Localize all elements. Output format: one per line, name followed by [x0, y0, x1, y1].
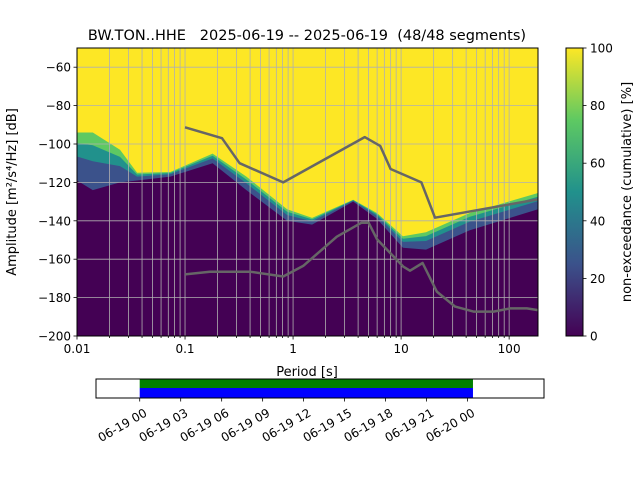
y-tick-label: −120 [38, 176, 71, 190]
x-axis-ticks: 0.01 0.1 1 10 100 [64, 336, 521, 356]
x-tick-label: 1 [289, 342, 297, 356]
colorbar-tick-label: 0 [590, 330, 598, 344]
colorbar-tick-label: 80 [590, 99, 605, 113]
plot-frame [76, 47, 539, 337]
grid-lines [77, 48, 538, 336]
noise-models [184, 126, 538, 313]
pdf-level-0 [77, 163, 538, 336]
timeline-coverage [139, 379, 473, 398]
coverage-bar-used [139, 388, 473, 398]
y-tick-label: −100 [38, 138, 71, 152]
y-tick-label: −60 [46, 61, 71, 75]
y-tick-label: −200 [38, 330, 71, 344]
y-tick-label: −80 [46, 99, 71, 113]
y-tick-label: −140 [38, 214, 71, 228]
pdf-heatmap [77, 48, 538, 336]
noise-model-nlnm [184, 221, 538, 313]
y-tick-label: −160 [38, 253, 71, 267]
x-tick-label: 0.01 [64, 342, 91, 356]
chart-title: BW.TON..HHE 2025-06-19 -- 2025-06-19 (48… [88, 28, 526, 44]
x-tick-label: 100 [498, 342, 521, 356]
x-tick-label: 0.1 [175, 342, 194, 356]
colorbar-label: non-exceedance (cumulative) [%] [620, 82, 635, 302]
x-tick-label: 10 [393, 342, 408, 356]
y-tick-label: −180 [38, 291, 71, 305]
colorbar-tick-label: 20 [590, 272, 605, 286]
y-axis-ticks: −60 −80 −100 −120 −140 −160 −180 −200 [38, 61, 77, 344]
y-axis-label: Amplitude [m²/s⁴/Hz] [dB] [5, 108, 20, 276]
colorbar [565, 47, 584, 337]
x-axis-label: Period [s] [276, 365, 338, 380]
colorbar-ticks: 0 20 40 60 80 100 [583, 42, 613, 344]
noise-model-nhnm [184, 126, 538, 219]
colorbar-tick-label: 40 [590, 214, 605, 228]
colorbar-tick-label: 100 [590, 42, 613, 56]
coverage-bar-data [139, 379, 473, 388]
colorbar-tick-label: 60 [590, 157, 605, 171]
